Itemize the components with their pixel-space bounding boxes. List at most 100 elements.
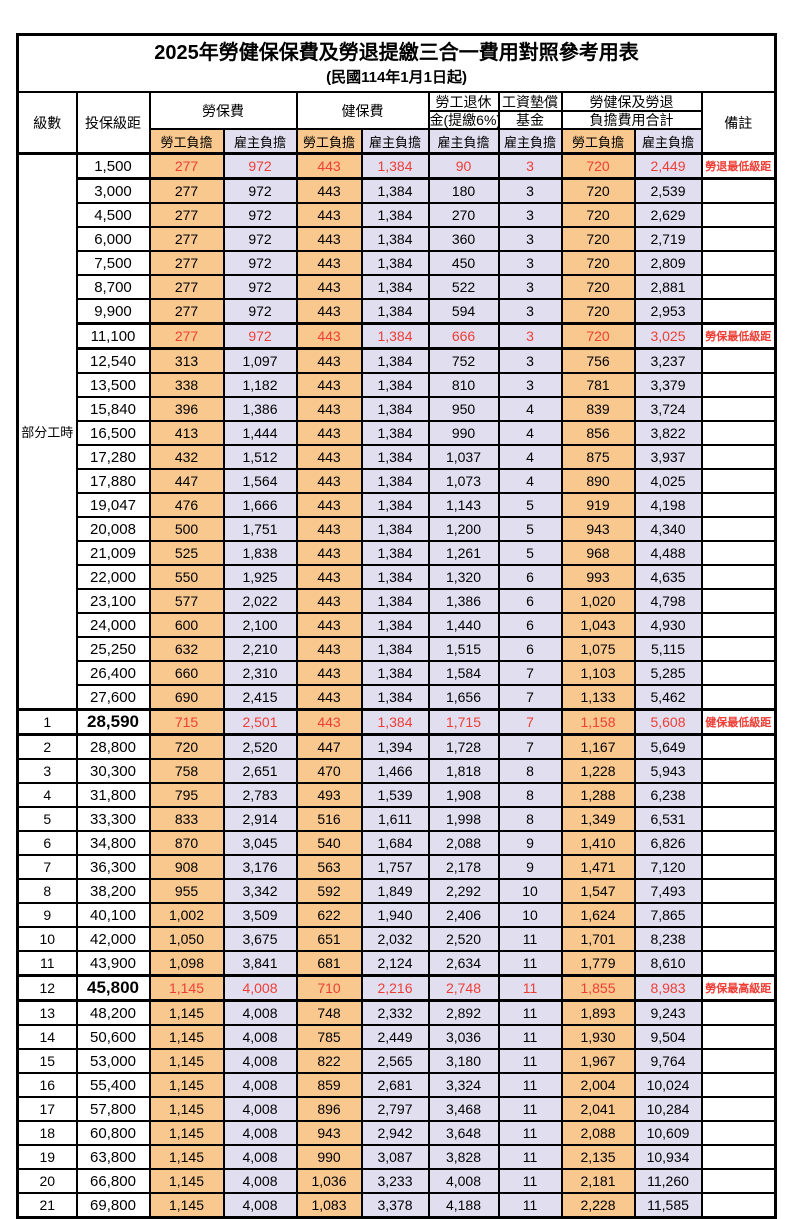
cell-health-employer: 1,384 xyxy=(360,444,430,470)
cell-bracket: 25,250 xyxy=(75,636,151,662)
page-subtitle: (民國114年1月1日起) xyxy=(326,69,467,86)
cell-wage-fund-employer: 7 xyxy=(497,684,563,711)
cell-health-employer: 2,124 xyxy=(360,950,430,977)
cell-health-employer: 1,384 xyxy=(360,564,430,590)
cell-pension-employer: 594 xyxy=(427,298,500,325)
cell-total-employee: 720 xyxy=(560,322,636,350)
cell-pension-employer: 522 xyxy=(427,274,500,300)
cell-remark xyxy=(700,1048,777,1074)
cell-pension-employer: 1,515 xyxy=(427,636,500,662)
cell-remark xyxy=(700,1120,777,1146)
cell-health-employer: 1,384 xyxy=(360,177,430,204)
table-row: 17,880 447 1,564 443 1,384 1,073 4 890 4,025 xyxy=(18,468,777,494)
cell-labor-employer: 1,564 xyxy=(222,468,298,494)
cell-bracket: 34,800 xyxy=(75,830,151,856)
table-row: 18 60,800 1,145 4,008 943 2,942 3,648 11 2,088 10… xyxy=(16,1120,777,1146)
cell-total-employer: 2,719 xyxy=(633,226,703,252)
cell-labor-employer: 3,841 xyxy=(222,950,298,977)
cell-pension-employer: 1,386 xyxy=(427,588,500,614)
cell-pension-employer: 1,656 xyxy=(427,684,500,711)
cell-pension-employer: 3,036 xyxy=(427,1024,500,1050)
cell-pension-employer: 1,998 xyxy=(427,806,500,832)
cell-bracket: 31,800 xyxy=(75,782,151,808)
cell-health-employee: 443 xyxy=(295,684,363,711)
cell-bracket: 21,009 xyxy=(75,540,151,566)
cell-wage-fund-employer: 10 xyxy=(497,878,563,904)
table-row: 4,500 277 972 443 1,384 270 3 720 2,629 xyxy=(18,202,777,228)
cell-health-employer: 1,384 xyxy=(360,660,430,686)
cell-bracket: 23,100 xyxy=(75,588,151,614)
cell-labor-employer: 972 xyxy=(222,322,298,350)
header-wage-fund-line2: 基金 xyxy=(497,110,563,130)
cell-total-employer: 9,764 xyxy=(633,1048,703,1074)
cell-total-employer: 4,198 xyxy=(633,492,703,518)
cell-total-employer: 4,488 xyxy=(633,540,703,566)
header-group-row: 級數 投保級距 勞保費 健保費 勞工退休 工資墊償 勞健保及勞退 備註 xyxy=(16,91,777,155)
cell-health-employer: 1,384 xyxy=(360,202,430,228)
cell-pension-employer: 180 xyxy=(427,177,500,204)
cell-labor-employer: 2,310 xyxy=(222,660,298,686)
cell-wage-fund-employer: 3 xyxy=(497,226,563,252)
cell-health-employer: 1,384 xyxy=(360,274,430,300)
cell-health-employee: 443 xyxy=(295,396,363,422)
cell-health-employer: 3,233 xyxy=(360,1168,430,1194)
table-container: 2025年勞健保保費及勞退提繳三合一費用對照參考用表 (民國114年1月1日起)… xyxy=(16,33,778,1219)
cell-labor-employer: 4,008 xyxy=(222,1048,298,1074)
cell-labor-employer: 1,386 xyxy=(222,396,298,422)
cell-remark xyxy=(700,830,777,856)
cell-labor-employee: 277 xyxy=(148,250,225,276)
cell-level: 1 xyxy=(16,708,78,736)
cell-wage-fund-employer: 4 xyxy=(497,420,563,446)
header-health-insurance: 健保費 xyxy=(295,91,430,130)
table-row: 10 42,000 1,050 3,675 651 2,032 2,520 11 1,701 8,… xyxy=(16,926,777,952)
cell-health-employee: 1,036 xyxy=(295,1168,363,1194)
cell-health-employer: 1,384 xyxy=(360,152,430,180)
cell-remark xyxy=(700,564,777,590)
cell-labor-employee: 600 xyxy=(148,612,225,638)
cell-wage-fund-employer: 9 xyxy=(497,830,563,856)
cell-health-employee: 443 xyxy=(295,444,363,470)
cell-level: 13 xyxy=(16,999,78,1026)
cell-total-employer: 5,285 xyxy=(633,660,703,686)
table-row: 20,008 500 1,751 443 1,384 1,200 5 943 4,340 xyxy=(18,516,777,542)
cell-total-employee: 1,288 xyxy=(560,782,636,808)
cell-remark xyxy=(700,854,777,880)
cell-remark xyxy=(700,540,777,566)
cell-remark xyxy=(700,202,777,228)
cell-total-employer: 4,798 xyxy=(633,588,703,614)
cell-wage-fund-employer: 8 xyxy=(497,806,563,832)
cell-bracket: 45,800 xyxy=(75,974,151,1002)
cell-total-employer: 5,462 xyxy=(633,684,703,711)
cell-labor-employer: 2,100 xyxy=(222,612,298,638)
cell-total-employee: 1,547 xyxy=(560,878,636,904)
cell-labor-employer: 4,008 xyxy=(222,1144,298,1170)
header-bracket: 投保級距 xyxy=(75,91,151,155)
subheader-health-employee: 勞工負擔 xyxy=(295,128,363,155)
table-row: 13,500 338 1,182 443 1,384 810 3 781 3,379 xyxy=(18,372,777,398)
table-row: 23,100 577 2,022 443 1,384 1,386 6 1,020 4,798 xyxy=(18,588,777,614)
cell-labor-employee: 550 xyxy=(148,564,225,590)
cell-labor-employer: 4,008 xyxy=(222,1024,298,1050)
cell-labor-employer: 2,651 xyxy=(222,758,298,784)
cell-pension-employer: 2,292 xyxy=(427,878,500,904)
cell-pension-employer: 1,037 xyxy=(427,444,500,470)
cell-bracket: 66,800 xyxy=(75,1168,151,1194)
cell-bracket: 50,600 xyxy=(75,1024,151,1050)
cell-bracket: 53,000 xyxy=(75,1048,151,1074)
header-wage-fund-line1: 工資墊償 xyxy=(497,91,563,112)
cell-pension-employer: 752 xyxy=(427,347,500,374)
cell-wage-fund-employer: 11 xyxy=(497,1072,563,1098)
cell-health-employer: 1,384 xyxy=(360,468,430,494)
subheader-total-employer: 雇主負擔 xyxy=(633,128,703,155)
cell-labor-employer: 2,783 xyxy=(222,782,298,808)
table-row: 22,000 550 1,925 443 1,384 1,320 6 993 4,635 xyxy=(18,564,777,590)
cell-wage-fund-employer: 5 xyxy=(497,492,563,518)
subheader-labor-employee: 勞工負擔 xyxy=(148,128,225,155)
cell-labor-employer: 4,008 xyxy=(222,1168,298,1194)
cell-labor-employer: 2,520 xyxy=(222,733,298,760)
cell-health-employee: 443 xyxy=(295,152,363,180)
table-row: 19,047 476 1,666 443 1,384 1,143 5 919 4,198 xyxy=(18,492,777,518)
cell-health-employer: 1,384 xyxy=(360,708,430,736)
cell-remark xyxy=(700,878,777,904)
cell-health-employer: 1,384 xyxy=(360,588,430,614)
